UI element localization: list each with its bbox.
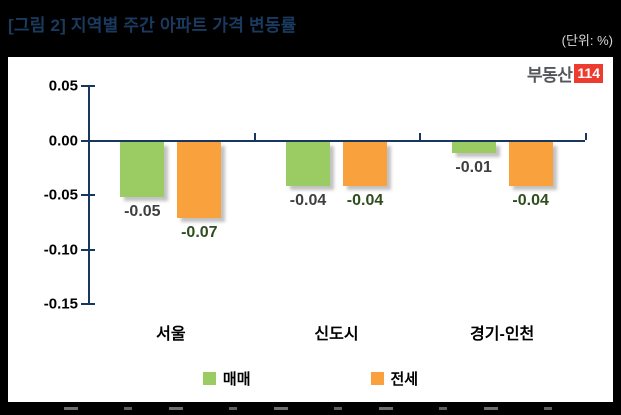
category-label: 서울 bbox=[156, 326, 186, 343]
logo-badge: 114 bbox=[574, 64, 603, 83]
legend-label: 매매 bbox=[222, 371, 251, 388]
category-label: 신도시 bbox=[314, 326, 359, 343]
logo-text: 부동산 bbox=[526, 66, 573, 85]
bar-전세-서울 bbox=[177, 142, 222, 219]
bar-매매-서울 bbox=[120, 142, 165, 197]
category-boundary-tick bbox=[253, 133, 256, 140]
category-label: 경기-인천 bbox=[470, 326, 535, 343]
budongsan114-logo: 부동산 114 bbox=[527, 61, 603, 86]
bar-매매-경기-인천 bbox=[451, 142, 496, 153]
y-axis-tick bbox=[81, 139, 95, 142]
bar-value-label: -0.07 bbox=[181, 224, 218, 242]
chart-legend: 매매 전세 bbox=[8, 368, 613, 389]
y-axis-tick bbox=[81, 85, 95, 87]
bar-value-label: -0.04 bbox=[512, 191, 549, 209]
y-axis-tick bbox=[81, 248, 95, 251]
legend-item-전세: 전세 bbox=[370, 368, 419, 389]
y-axis-label: 0.00 bbox=[48, 132, 78, 149]
y-axis-label: 0.05 bbox=[48, 77, 78, 95]
bar-value-label: -0.05 bbox=[124, 202, 161, 220]
y-axis-label: -0.05 bbox=[43, 186, 78, 204]
chart-panel: 부동산 114 0.05 0.00 -0.05 -0.10 -0.15 -0.05 -0.0… bbox=[8, 57, 613, 402]
bar-value-label: -0.04 bbox=[289, 191, 327, 209]
bar-value-label: -0.01 bbox=[455, 158, 492, 176]
unit-label: (단위: %) bbox=[561, 33, 613, 48]
legend-item-매매: 매매 bbox=[202, 368, 251, 389]
y-axis-tick bbox=[81, 194, 95, 196]
y-axis-tick bbox=[81, 303, 95, 305]
category-boundary-tick bbox=[585, 133, 587, 140]
bar-매매-신도시 bbox=[286, 142, 330, 186]
y-axis-label: -0.10 bbox=[43, 241, 78, 258]
y-axis-label: -0.15 bbox=[43, 295, 78, 313]
legend-swatch bbox=[202, 372, 216, 385]
figure-title: [그림 2] 지역별 주간 아파트 가격 변동률 bbox=[8, 16, 297, 35]
bar-전세-신도시 bbox=[343, 142, 387, 186]
legend-label: 전세 bbox=[390, 371, 419, 388]
legend-swatch bbox=[370, 372, 384, 385]
bar-전세-경기-인천 bbox=[508, 142, 553, 186]
category-boundary-tick bbox=[419, 133, 422, 140]
bar-value-label: -0.04 bbox=[346, 191, 384, 209]
cropped-caption-fragments bbox=[64, 407, 564, 410]
zero-axis-line bbox=[88, 140, 585, 142]
